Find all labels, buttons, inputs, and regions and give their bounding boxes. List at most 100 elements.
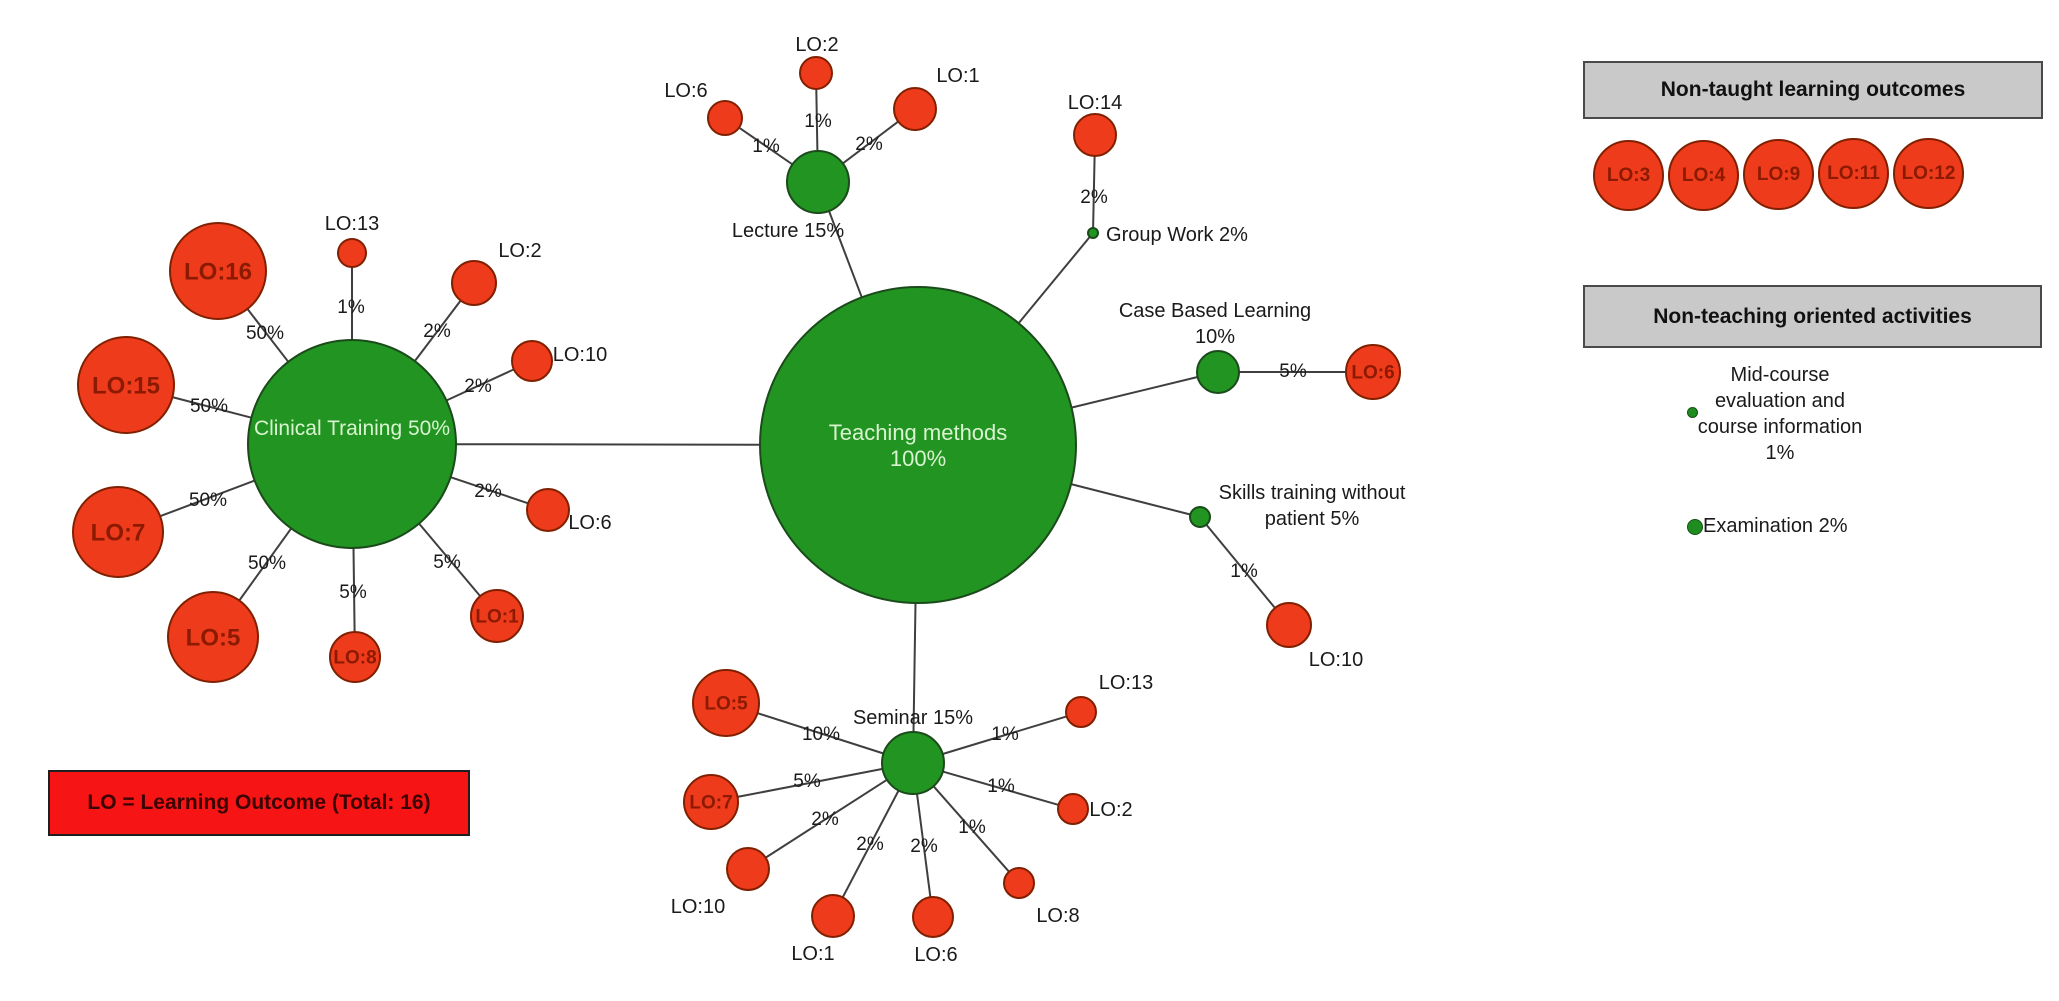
edge-seminar-sem-lo2	[942, 770, 1059, 806]
cbl-node	[1196, 350, 1240, 394]
edge-clinical-cl-lo15	[172, 396, 252, 419]
gw-lo14-pct-label: 2%	[1080, 187, 1108, 208]
teaching-node	[759, 286, 1077, 604]
cl-lo8-node	[329, 631, 381, 683]
cl-lo15-label: LO:15	[92, 372, 160, 399]
lo-note-box: LO = Learning Outcome (Total: 16)	[48, 770, 470, 836]
cl-lo2-label: LO:2	[498, 240, 541, 262]
clinical-node	[247, 339, 457, 549]
lecture-node	[786, 150, 850, 214]
edge-seminar-sem-lo1	[841, 790, 900, 898]
cl-lo5-node	[167, 591, 259, 683]
edge-seminar-sem-lo6	[916, 793, 932, 898]
cl-lo6-node	[526, 488, 570, 532]
cl-lo5-pct-label: 50%	[248, 553, 286, 574]
legend-lo11-label: LO:11	[1827, 162, 1880, 184]
cl-lo8-pct-label: 5%	[339, 582, 367, 603]
cl-lo8-label: LO:8	[333, 648, 376, 669]
sem-lo1-label: LO:1	[791, 943, 834, 965]
legend-lo9-label: LO:9	[1756, 163, 1801, 185]
cl-lo16-pct-label: 50%	[246, 323, 284, 344]
cbl-label: 10%	[1195, 326, 1235, 348]
sem-lo8-node	[1003, 867, 1035, 899]
edge-teaching-skills	[1070, 483, 1191, 516]
skills-label: patient 5%	[1265, 508, 1360, 530]
legend-lo12-label: LO:12	[1901, 162, 1956, 184]
lec-lo2-label: LO:2	[795, 34, 838, 56]
cl-lo6-label: LO:6	[568, 512, 611, 534]
edge-clinical-cl-lo7	[159, 479, 256, 518]
cl-lo10-label: LO:10	[553, 344, 607, 366]
sk-lo10-node	[1266, 602, 1312, 648]
cl-lo15-node	[77, 336, 175, 434]
teaching-label: Teaching methods	[829, 420, 1008, 445]
cbl-lo6-node	[1345, 344, 1401, 400]
edge-seminar-sem-lo13	[942, 715, 1067, 755]
lec-lo2-node	[799, 56, 833, 90]
edge-clinical-cl-lo10	[445, 368, 515, 402]
edge-teaching-cbl	[1071, 376, 1198, 409]
sem-lo13-pct-label: 1%	[991, 724, 1019, 745]
cl-lo16-node	[169, 222, 267, 320]
edge-lecture-lec-lo6	[738, 126, 794, 166]
sem-lo6-label: LO:6	[914, 944, 957, 966]
edge-clinical-cl-lo2	[414, 299, 462, 362]
seminar-node	[881, 731, 945, 795]
edge-teaching-seminar	[912, 602, 917, 733]
sem-lo13-label: LO:13	[1099, 672, 1153, 694]
lec-lo6-node	[707, 100, 743, 136]
edge-groupwork-gw-lo14	[1092, 155, 1096, 229]
edge-clinical-cl-lo1	[418, 522, 481, 597]
edge-skills-sk-lo10	[1205, 524, 1276, 609]
sem-lo2-label: LO:2	[1089, 799, 1132, 821]
groupwork-label: Group Work 2%	[1106, 224, 1248, 246]
legend-lo11-node: LO:11	[1818, 138, 1889, 209]
mid-course-line-1: Mid-course	[1730, 364, 1830, 386]
legend-lo3-node: LO:3	[1593, 140, 1664, 211]
mid-course-item: Mid-course evaluation and course informa…	[1660, 362, 1900, 466]
cl-lo13-pct-label: 1%	[337, 297, 365, 318]
lo-note-text: LO = Learning Outcome (Total: 16)	[87, 791, 431, 814]
sem-lo1-pct-label: 2%	[856, 834, 884, 855]
cl-lo10-pct-label: 2%	[464, 376, 492, 397]
edge-seminar-sem-lo10	[765, 778, 888, 859]
edge-clinical-cl-lo5	[238, 527, 293, 602]
non-taught-legend-box: Non-taught learning outcomes	[1583, 61, 2043, 119]
edge-seminar-sem-lo5	[757, 712, 884, 755]
sem-lo8-label: LO:8	[1036, 905, 1079, 927]
examination-dot-icon	[1687, 519, 1703, 535]
examination-item: Examination 2%	[1703, 515, 1848, 537]
non-teaching-legend-box: Non-teaching oriented activities	[1583, 285, 2042, 348]
clinical-label: Clinical Training 50%	[254, 417, 450, 440]
skills-node	[1189, 506, 1211, 528]
sem-lo10-pct-label: 2%	[811, 809, 839, 830]
legend-lo4-label: LO:4	[1681, 164, 1726, 186]
edge-clinical-cl-lo16	[246, 308, 290, 363]
edge-lecture-lec-lo2	[815, 88, 819, 152]
lecture-label: Lecture 15%	[732, 220, 845, 242]
sem-lo2-node	[1057, 793, 1089, 825]
sem-lo6-pct-label: 2%	[910, 836, 938, 857]
edge-seminar-sem-lo7	[737, 767, 883, 798]
edge-clinical-cl-lo6	[450, 476, 529, 505]
edge-seminar-sem-lo8	[932, 785, 1010, 873]
cbl-lo6-pct-label: 5%	[1279, 361, 1307, 382]
cl-lo13-label: LO:13	[325, 213, 379, 235]
seminar-label: Seminar 15%	[853, 707, 973, 729]
lec-lo1-node	[893, 87, 937, 131]
edge-teaching-lecture	[828, 210, 863, 298]
sem-lo5-node	[692, 669, 760, 737]
cl-lo16-label: LO:16	[184, 258, 252, 285]
sem-lo7-node	[683, 774, 739, 830]
mid-course-dot-icon	[1687, 407, 1698, 418]
non-taught-legend-title: Non-taught learning outcomes	[1660, 78, 1966, 101]
legend-lo9-node: LO:9	[1743, 139, 1814, 210]
legend-lo12-node: LO:12	[1893, 138, 1964, 209]
sk-lo10-pct-label: 1%	[1230, 561, 1258, 582]
cl-lo6-pct-label: 2%	[474, 481, 502, 502]
lec-lo6-label: LO:6	[664, 80, 707, 102]
cl-lo1-label: LO:1	[475, 607, 519, 628]
cl-lo13-node	[337, 238, 367, 268]
gw-lo14-label: LO:14	[1068, 92, 1122, 114]
